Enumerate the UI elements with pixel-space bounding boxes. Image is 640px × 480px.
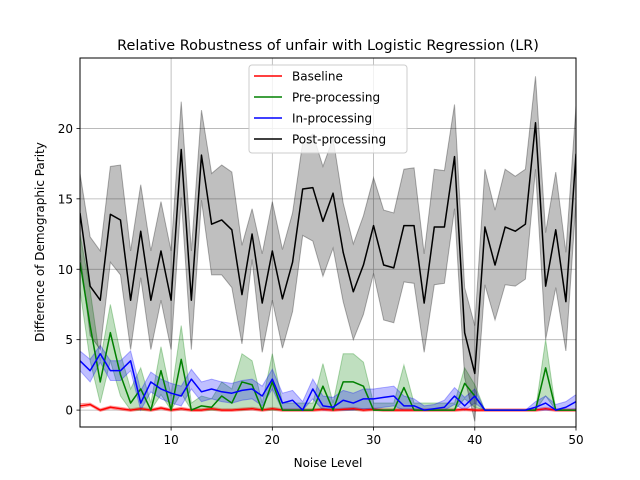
legend-label-in-processing: In-processing (292, 112, 372, 126)
x-tick-label: 10 (163, 433, 178, 447)
legend-label-baseline: Baseline (292, 70, 343, 84)
series-line-in-processing (80, 353, 576, 411)
y-axis: 0 5 10 15 20 (58, 122, 80, 418)
series-lines (80, 122, 576, 411)
y-tick-label: 20 (58, 122, 73, 136)
band-post-processing (80, 76, 576, 422)
x-tick-label: 20 (265, 433, 280, 447)
chart-title: Relative Robustness of unfair with Logis… (117, 38, 539, 54)
x-axis-label: Noise Level (294, 456, 363, 470)
plot-frame (79, 57, 577, 428)
y-tick-label: 10 (58, 263, 73, 277)
x-axis: 10 20 30 40 50 (163, 427, 584, 447)
band-in-processing (80, 344, 576, 412)
legend-box (248, 64, 408, 154)
series-line-post-processing (80, 122, 576, 375)
y-tick-label: 0 (65, 404, 73, 418)
x-tick-label: 40 (467, 433, 482, 447)
x-tick-label: 30 (366, 433, 381, 447)
y-axis-label: Difference of Demographic Parity (33, 142, 47, 342)
x-tick-label: 50 (568, 433, 583, 447)
y-tick-label: 5 (65, 333, 73, 347)
y-tick-label: 15 (58, 192, 73, 206)
legend: Baseline Pre-processing In-processing Post-… (248, 64, 408, 154)
legend-label-post-processing: Post-processing (292, 133, 386, 147)
legend-label-pre-processing: Pre-processing (292, 91, 380, 105)
